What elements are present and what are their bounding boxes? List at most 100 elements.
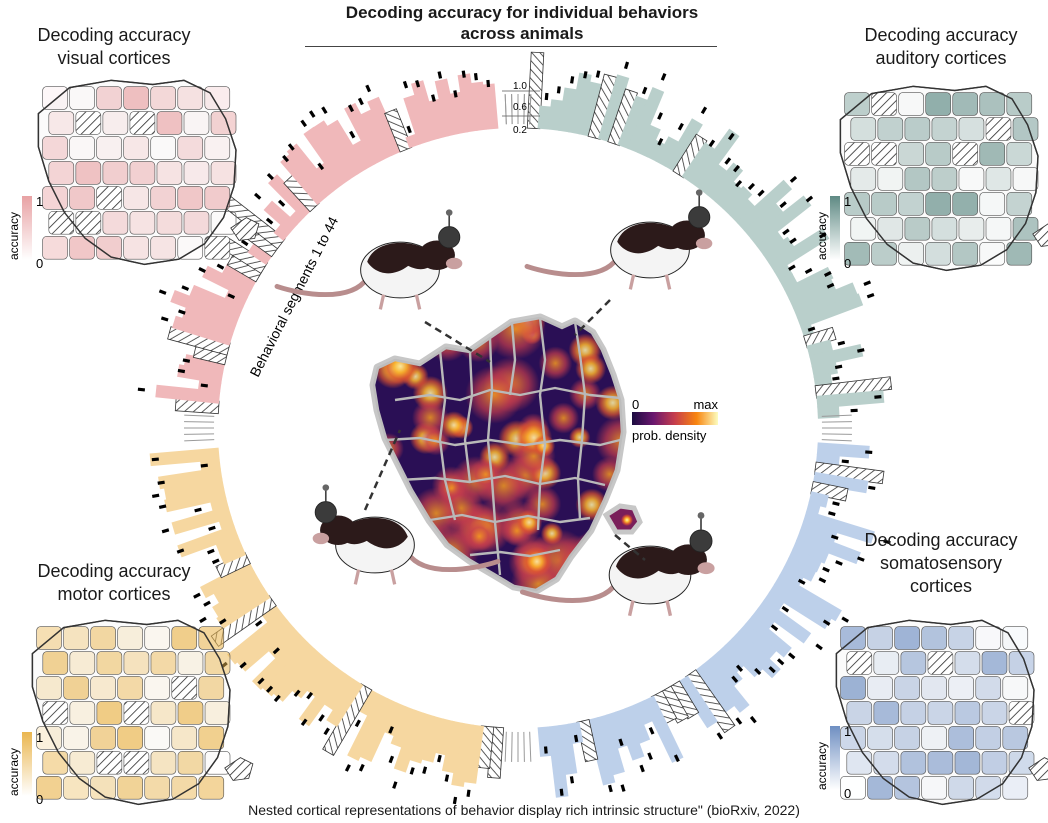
visual-ring-bar xyxy=(266,172,313,219)
visual-ring-bar xyxy=(384,108,413,153)
motor-ring-bar xyxy=(203,570,260,607)
motor-ring-bar xyxy=(383,702,408,737)
motor-title-line-1: Decoding accuracy xyxy=(37,561,191,581)
auditory-ring-bar xyxy=(736,175,798,232)
auditory-ring-bar xyxy=(817,405,858,419)
motor-ring-bar xyxy=(451,722,475,805)
somatosensory-ring-bar xyxy=(737,622,785,666)
motor-ring-bar xyxy=(463,724,484,797)
motor-ring-bar xyxy=(161,505,232,535)
auditory-ring-bar xyxy=(796,292,875,329)
somatosensory-ring-bar xyxy=(547,725,569,798)
auditory-ring-bar xyxy=(578,70,603,137)
auditory-panel-title: Decoding accuracy auditory cortices xyxy=(821,24,1048,70)
motor-ring-bar xyxy=(262,641,316,697)
visual-ring-bar xyxy=(286,143,335,199)
ring-gap-tick xyxy=(821,433,852,435)
ring-gap-tick xyxy=(523,731,525,762)
somatosensory-ring-bar xyxy=(693,663,743,725)
somatosensory-title-line-2: somatosensory xyxy=(879,553,1003,573)
footer-citation: Nested cortical representations of behav… xyxy=(248,802,800,818)
auditory-ring-bar xyxy=(690,128,740,190)
title-divider xyxy=(305,46,717,47)
visual-ring-bar xyxy=(177,364,224,385)
auditory-ring-bar xyxy=(749,195,814,248)
motor-ring-bar xyxy=(273,647,324,703)
auditory-ring-bar xyxy=(698,157,732,197)
motor-ring-bar xyxy=(318,672,355,722)
somatosensory-ring-bar xyxy=(614,707,645,773)
density-legend-label: prob. density xyxy=(632,428,707,443)
visual-ring-bar xyxy=(427,94,450,139)
visual-ring-bar xyxy=(365,84,403,157)
visual-ring-bar xyxy=(434,71,460,137)
auditory-ring-bar xyxy=(645,137,666,163)
auditory-ring-bar xyxy=(729,189,765,225)
ring-scale: 1.0 0.6 0.2 xyxy=(502,81,540,136)
somatosensory-scale-min: 0 xyxy=(844,786,851,801)
motor-panel-title: Decoding accuracy motor cortices xyxy=(0,560,234,606)
visual-panel-title: Decoding accuracy visual cortices xyxy=(0,24,234,70)
motor-ring-bar xyxy=(344,693,390,772)
auditory-ring-bar xyxy=(627,73,667,154)
visual-ring-bar xyxy=(308,110,359,181)
mouse-illustration-walking xyxy=(519,512,715,617)
mice-illustrations xyxy=(274,189,715,617)
motor-cortex-map xyxy=(31,619,254,806)
visual-ring-bar xyxy=(411,79,441,142)
ring-gap-tick xyxy=(504,731,507,762)
behavior-ring xyxy=(137,51,893,805)
somatosensory-ring-bar xyxy=(768,582,832,630)
page-title: Decoding accuracy for individual behavio… xyxy=(262,2,782,44)
density-legend-max: max xyxy=(693,397,718,412)
visual-ring-bar xyxy=(240,239,274,265)
visual-ring-bar xyxy=(198,265,253,300)
motor-title-line-2: motor cortices xyxy=(57,584,171,604)
ring-gap-tick xyxy=(529,94,532,125)
somatosensory-ring-bar xyxy=(812,471,876,494)
somatosensory-ring-bar xyxy=(744,615,796,660)
auditory-ring-bar xyxy=(788,278,837,310)
visual-accuracy-colorbar: 1 0 accuracy xyxy=(7,194,43,271)
auditory-title-line-2: auditory cortices xyxy=(875,48,1007,68)
motor-ring-bar xyxy=(237,619,295,672)
auditory-ring-bar xyxy=(809,344,865,368)
somatosensory-ring-bar xyxy=(709,651,743,687)
somatosensory-ring-bar xyxy=(783,556,827,584)
somatosensory-ring-bar xyxy=(557,723,578,784)
visual-ring-bar xyxy=(321,106,368,176)
ring-scale-max: 1.0 xyxy=(513,81,527,92)
motor-ring-bar xyxy=(441,720,465,782)
ring-gap-tick xyxy=(184,421,215,423)
motor-ring-bar xyxy=(434,718,455,763)
motor-ring-bar xyxy=(291,654,331,699)
auditory-ring-bar xyxy=(636,112,663,158)
somatosensory-ring-bar xyxy=(731,630,781,679)
motor-ring-bar xyxy=(216,587,271,629)
cortex-panels: 1 0 accuracy 1 0 accuracy 1 0 accuracy 1 0 accuracy xyxy=(7,79,1048,807)
visual-ring-bar xyxy=(349,130,376,170)
auditory-ring-bar xyxy=(743,201,787,240)
motor-ring-bar xyxy=(298,666,347,727)
visual-ring-bar xyxy=(402,80,431,145)
visual-ring-bar xyxy=(181,284,244,318)
auditory-ring-bar xyxy=(617,86,648,150)
motor-ring-bar xyxy=(157,467,223,490)
somatosensory-ring-bar xyxy=(778,565,806,588)
auditory-ring-bar xyxy=(816,390,885,409)
mouse-illustration-turning xyxy=(524,189,713,290)
auditory-ring-bar xyxy=(768,227,830,274)
ring-gap-tick xyxy=(529,731,532,762)
somatosensory-accuracy-colorbar: 1 0 accuracy xyxy=(815,724,851,801)
ring-scale-min: 0.2 xyxy=(513,125,527,136)
somatosensory-axis-label: accuracy xyxy=(815,742,829,790)
auditory-ring-bar xyxy=(762,236,797,265)
motor-ring-bar xyxy=(149,447,220,467)
motor-ring-bar xyxy=(354,688,381,728)
visual-ring-bar xyxy=(300,119,351,187)
visual-cortex-map xyxy=(37,79,260,266)
motor-accuracy-colorbar: 1 0 accuracy xyxy=(7,730,43,807)
motor-ring-bar xyxy=(388,705,417,764)
visual-scale-min: 0 xyxy=(36,256,43,271)
